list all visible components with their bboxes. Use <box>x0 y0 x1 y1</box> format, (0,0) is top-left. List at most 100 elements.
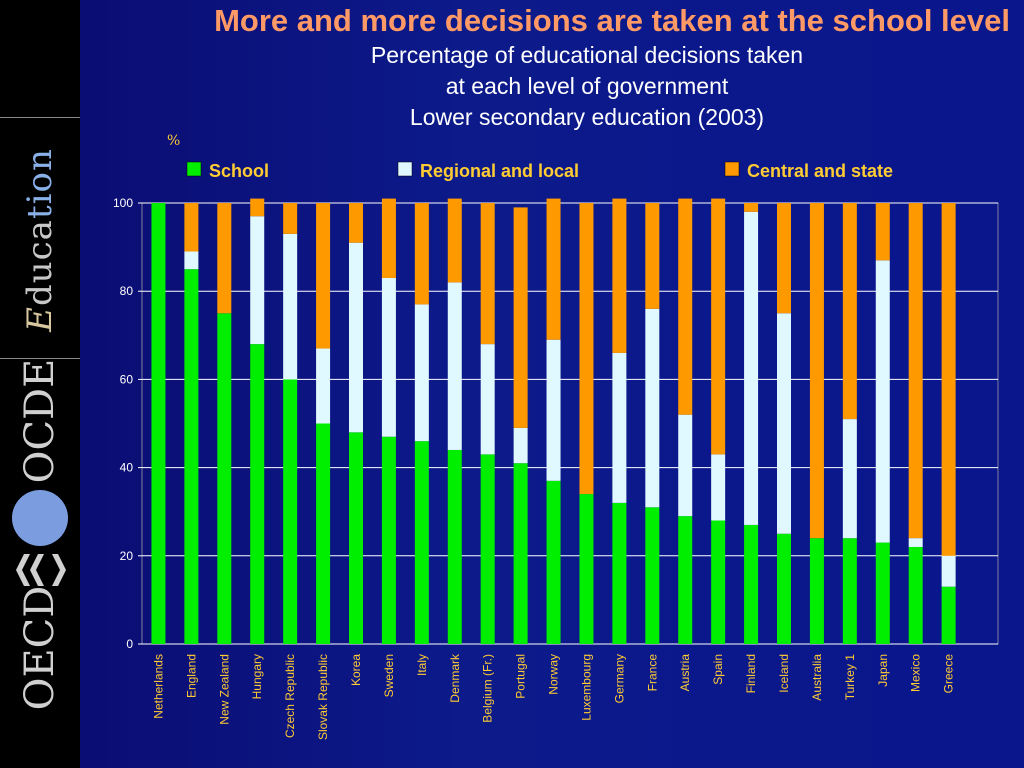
chart-subtitle-line-3: Lower secondary education (2003) <box>409 104 765 130</box>
y-tick-label: 40 <box>120 461 134 475</box>
bar-segment-regional-and-local <box>941 555 956 587</box>
x-category-label: Austria <box>678 654 692 692</box>
legend-label: Central and state <box>747 161 893 181</box>
bar-segment-school <box>777 533 791 644</box>
bar-segment-school <box>546 480 561 644</box>
x-category-label: Italy <box>415 654 429 676</box>
bar-segment-central-and-state <box>744 203 759 212</box>
bar-segment-regional-and-local <box>744 211 759 525</box>
bar-segment-central-and-state <box>908 203 923 539</box>
x-category-label: Iceland <box>777 654 791 693</box>
x-category-label: Belgium (Fr.) <box>481 654 495 723</box>
bar-segment-school <box>513 463 528 644</box>
bar-segment-regional-and-local <box>645 308 660 508</box>
bar-segment-central-and-state <box>579 203 594 495</box>
bar-segment-school <box>184 269 199 644</box>
x-category-label: Luxembourg <box>579 654 593 721</box>
x-category-label: England <box>184 654 198 698</box>
x-category-label: Slovak Republic <box>316 654 330 740</box>
chart-subtitle-line-2: at each level of government <box>445 73 729 99</box>
x-category-label: Spain <box>711 654 725 685</box>
x-category-label: Netherlands <box>151 654 165 719</box>
bar-segment-central-and-state <box>447 198 462 283</box>
bar-segment-central-and-state <box>349 203 363 243</box>
bar-segment-central-and-state <box>316 203 331 349</box>
x-category-label: Mexico <box>909 654 923 692</box>
x-category-label: France <box>645 654 659 692</box>
bar-segment-school <box>480 454 495 644</box>
bar-segment-regional-and-local <box>513 427 528 464</box>
bar-segment-school <box>250 344 265 644</box>
bar-segment-central-and-state <box>480 203 495 345</box>
bar-segment-regional-and-local <box>546 339 561 481</box>
y-tick-label: 20 <box>120 549 134 563</box>
bar-segment-school <box>612 502 627 644</box>
bar-segment-school <box>809 538 824 644</box>
bar-segment-school <box>283 379 298 644</box>
bar-segment-central-and-state <box>381 198 396 278</box>
bar-segment-school <box>381 436 396 644</box>
sidebar-divider <box>0 117 80 118</box>
sidebar-divider <box>0 358 80 359</box>
bar-segment-central-and-state <box>217 203 232 314</box>
bar-segment-school <box>316 423 331 644</box>
x-category-label: Germany <box>612 654 626 703</box>
bar-segment-school <box>744 524 759 644</box>
x-category-label: Finland <box>744 654 758 693</box>
x-category-label: Japan <box>876 654 890 687</box>
oecd-circle-icon <box>12 490 68 546</box>
legend-swatch <box>186 161 202 177</box>
bar-segment-central-and-state <box>250 198 265 217</box>
x-category-label: Norway <box>547 654 561 695</box>
legend-swatch <box>397 161 413 177</box>
bar-segment-regional-and-local <box>777 313 791 534</box>
bar-segment-central-and-state <box>809 203 824 539</box>
y-tick-label: 80 <box>120 284 134 298</box>
bar-segment-regional-and-local <box>875 260 890 543</box>
x-category-label: Korea <box>349 654 363 686</box>
y-tick-label: 60 <box>120 372 134 386</box>
bar-segment-regional-and-local <box>381 277 396 437</box>
x-category-label: Greece <box>942 654 956 694</box>
bar-segment-central-and-state <box>546 198 561 340</box>
bar-segment-central-and-state <box>513 207 528 428</box>
bar-segment-central-and-state <box>184 203 199 252</box>
bar-segment-regional-and-local <box>349 242 363 433</box>
sidebar: Education OCDE OECD <box>0 0 80 768</box>
legend-swatch <box>724 161 740 177</box>
bar-segment-regional-and-local <box>250 216 265 345</box>
x-category-label: New Zealand <box>217 654 231 725</box>
bar-segment-school <box>414 441 429 644</box>
bar-segment-school <box>217 313 232 644</box>
bar-segment-regional-and-local <box>414 304 429 442</box>
bar-segment-central-and-state <box>645 203 660 309</box>
bar-segment-regional-and-local <box>283 233 298 380</box>
bar-segment-regional-and-local <box>908 538 923 547</box>
bar-segment-central-and-state <box>414 203 429 305</box>
x-category-label: Hungary <box>250 654 264 699</box>
bar-segment-central-and-state <box>875 203 890 261</box>
x-category-label: Denmark <box>448 653 462 703</box>
bar-segment-central-and-state <box>612 198 627 353</box>
x-category-label: Portugal <box>514 654 528 699</box>
chart-subtitle-line-1: Percentage of educational decisions take… <box>370 42 804 68</box>
oecd-chevron-icon <box>16 554 66 586</box>
bar-segment-regional-and-local <box>316 348 331 424</box>
bar-segment-school <box>875 542 890 644</box>
bar-segment-regional-and-local <box>612 352 627 503</box>
legend-label: School <box>209 161 269 181</box>
bar-segment-central-and-state <box>283 203 298 234</box>
bar-segment-regional-and-local <box>678 414 693 517</box>
bar-segment-regional-and-local <box>184 251 199 270</box>
y-tick-label: 100 <box>113 196 133 210</box>
bar-segment-school <box>908 546 923 644</box>
x-category-label: Czech Republic <box>283 654 297 738</box>
plot-area <box>141 202 999 645</box>
x-category-label: Sweden <box>382 654 396 697</box>
chart-title: More and more decisions are taken at the… <box>214 3 1010 38</box>
bar-segment-regional-and-local <box>447 282 462 450</box>
bar-segment-regional-and-local <box>480 344 495 455</box>
x-category-label: Australia <box>810 654 824 701</box>
y-axis-unit: % <box>167 133 181 149</box>
